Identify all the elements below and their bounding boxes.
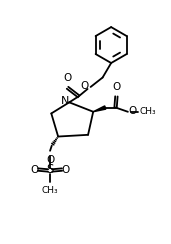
Text: CH₃: CH₃ [42,186,58,195]
Text: O: O [30,165,38,174]
Text: CH₃: CH₃ [139,107,156,116]
Text: O: O [63,73,71,83]
Text: O: O [62,165,70,174]
Text: S: S [46,163,54,176]
Text: N: N [61,96,69,106]
Text: O: O [80,81,89,91]
Text: O: O [112,82,121,92]
Text: O: O [129,106,137,116]
Polygon shape [93,106,106,112]
Text: O: O [46,154,55,164]
